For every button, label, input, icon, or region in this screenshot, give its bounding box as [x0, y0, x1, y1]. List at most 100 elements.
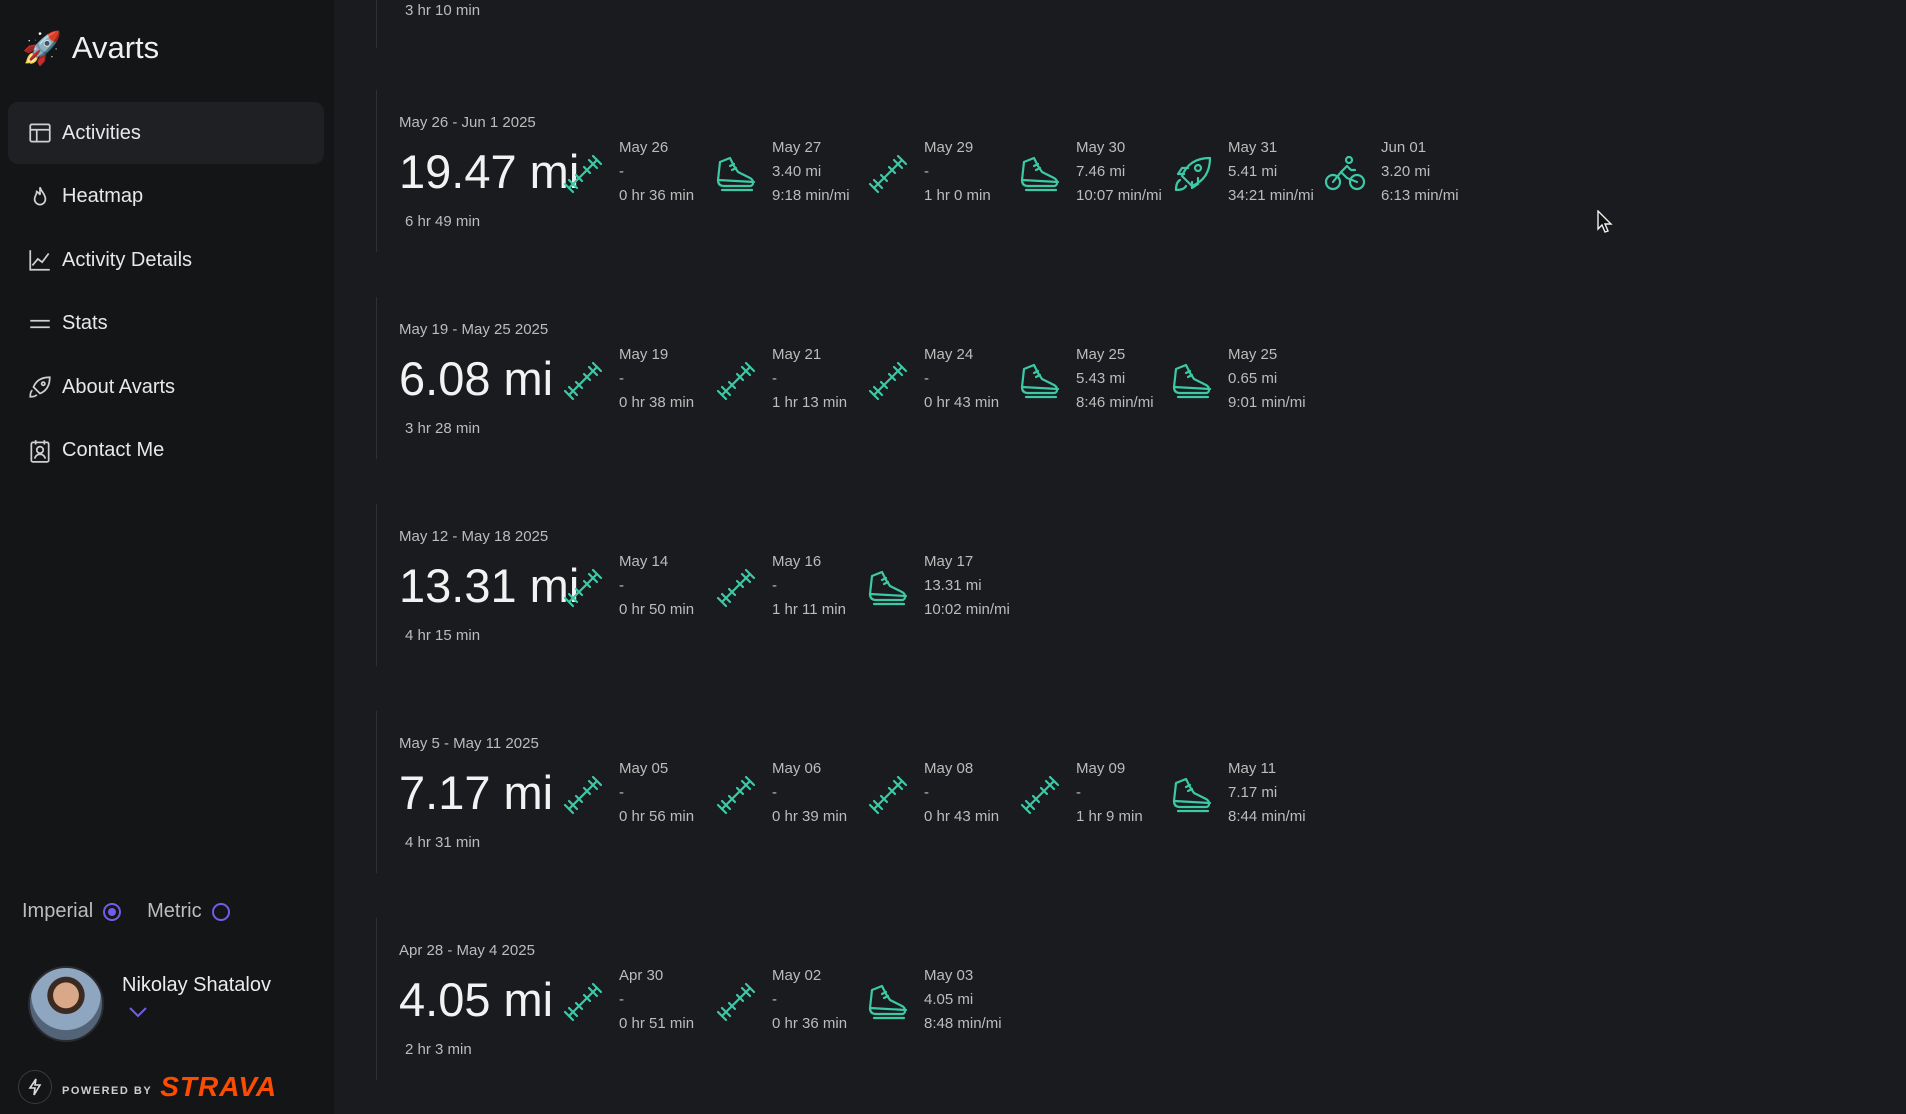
dumbbell-icon	[561, 566, 605, 610]
activity-item[interactable]: May 14 - 0 hr 50 min	[561, 550, 694, 622]
avatar[interactable]	[28, 966, 104, 1042]
activity-item[interactable]: May 24 - 0 hr 43 min	[866, 343, 999, 415]
week-block[interactable]: May 26 - Jun 1 2025 19.47 mi 6 hr 49 min Ma…	[376, 90, 1459, 252]
activity-dist: -	[619, 991, 624, 1008]
week-range: Apr 28 - May 4 2025	[399, 942, 535, 959]
activity-stat: 10:07 min/mi	[1076, 187, 1162, 204]
powered-by-label: POWERED BY	[62, 1085, 153, 1097]
mouse-cursor-icon	[1597, 210, 1613, 233]
activity-stat: 6:13 min/mi	[1381, 187, 1459, 204]
week-block[interactable]: May 12 - May 18 2025 13.31 mi 4 hr 15 min M…	[376, 504, 1010, 666]
week-distance: 7.17 mi	[399, 766, 554, 819]
activity-date: May 24	[924, 346, 974, 363]
activity-date: May 03	[924, 967, 974, 984]
activity-stat: 9:18 min/mi	[772, 187, 850, 204]
activity-item[interactable]: May 09 - 1 hr 9 min	[1018, 757, 1143, 829]
nav-item-about[interactable]: About Avarts	[8, 356, 324, 418]
nav-label: Heatmap	[62, 185, 144, 207]
activity-dist: -	[619, 577, 624, 594]
activity-item[interactable]: May 03 4.05 mi 8:48 min/mi	[866, 964, 1002, 1036]
activity-item[interactable]: Apr 30 - 0 hr 51 min	[561, 964, 694, 1036]
activity-stat: 0 hr 43 min	[924, 394, 1000, 411]
strava-logo: STRAVA	[160, 1071, 278, 1102]
activity-item[interactable]: May 31 5.41 mi 34:21 min/mi	[1170, 136, 1314, 208]
activity-item[interactable]: May 08 - 0 hr 43 min	[866, 757, 999, 829]
activity-item[interactable]: May 25 5.43 mi 8:46 min/mi	[1018, 343, 1154, 415]
week-block[interactable]: May 5 - May 11 2025 7.17 mi 4 hr 31 min May…	[376, 711, 1306, 873]
week-distance: 4.05 mi	[399, 973, 554, 1026]
activity-item[interactable]: May 30 7.46 mi 10:07 min/mi	[1018, 136, 1162, 208]
nav-item-activity-details[interactable]: Activity Details	[8, 229, 324, 291]
week-time: 4 hr 31 min	[405, 834, 481, 851]
activity-date: May 09	[1076, 760, 1126, 777]
activity-date: Jun 01	[1381, 139, 1427, 156]
activity-item[interactable]: May 05 - 0 hr 56 min	[561, 757, 694, 829]
dumbbell-icon	[714, 359, 758, 403]
dumbbell-icon	[561, 359, 605, 403]
nav-item-activities[interactable]: Activities	[8, 102, 324, 164]
activity-dist: 7.46 mi	[1076, 163, 1126, 180]
activity-dist: 4.05 mi	[924, 991, 974, 1008]
activity-date: May 26	[619, 139, 669, 156]
contact-card-icon	[26, 437, 54, 465]
activity-dist: -	[619, 163, 624, 180]
chevron-down-icon[interactable]	[128, 1005, 148, 1018]
activity-stat: 0 hr 39 min	[772, 808, 848, 825]
nav-item-heatmap[interactable]: Heatmap	[8, 166, 324, 228]
user-profile[interactable]: Nikolay Shatalov	[28, 966, 271, 1042]
nav-label: Activity Details	[62, 248, 193, 271]
activity-stat: 10:02 min/mi	[924, 601, 1010, 618]
activity-dist: 7.17 mi	[1228, 784, 1278, 801]
activity-dist: -	[924, 370, 929, 387]
imperial-radio[interactable]	[103, 902, 122, 921]
activity-item[interactable]: May 19 - 0 hr 38 min	[561, 343, 694, 415]
activity-item[interactable]: May 11 7.17 mi 8:44 min/mi	[1170, 757, 1306, 829]
activity-dist: 0.65 mi	[1228, 370, 1278, 387]
activity-date: May 30	[1076, 139, 1126, 156]
activity-stat: 0 hr 38 min	[619, 394, 695, 411]
activity-stat: 0 hr 36 min	[619, 187, 695, 204]
nav-label: Contact Me	[62, 439, 165, 461]
activity-item[interactable]: May 27 3.40 mi 9:18 min/mi	[714, 136, 850, 208]
activity-item[interactable]: May 21 - 1 hr 13 min	[714, 343, 847, 415]
metric-label: Metric	[147, 900, 202, 922]
dumbbell-icon	[866, 152, 910, 196]
activity-item[interactable]: May 26 - 0 hr 36 min	[561, 136, 694, 208]
dumbbell-icon	[714, 566, 758, 610]
activity-item[interactable]: May 06 - 0 hr 39 min	[714, 757, 847, 829]
running-shoe-icon	[1018, 152, 1062, 196]
flame-icon	[26, 183, 54, 211]
week-partial: 3 hr 10 min	[376, 0, 480, 48]
sidebar: 🚀 Avarts Activities Heatmap Activity Det…	[0, 0, 334, 1114]
activity-stat: 0 hr 51 min	[619, 1015, 695, 1032]
activity-item[interactable]: May 17 13.31 mi 10:02 min/mi	[866, 550, 1010, 622]
activity-item[interactable]: May 16 - 1 hr 11 min	[714, 550, 846, 622]
activity-item[interactable]: Jun 01 3.20 mi 6:13 min/mi	[1323, 136, 1459, 208]
bicycle-icon	[1323, 152, 1367, 196]
nav-menu: Activities Heatmap Activity Details Stat…	[8, 102, 324, 483]
activity-dist: 5.41 mi	[1228, 163, 1278, 180]
nav-label: Activities	[62, 121, 141, 144]
metric-radio[interactable]	[211, 902, 230, 921]
nav-item-contact[interactable]: Contact Me	[8, 420, 324, 482]
week-block[interactable]: May 19 - May 25 2025 6.08 mi 3 hr 28 min Ma…	[376, 297, 1306, 459]
activity-item[interactable]: May 25 0.65 mi 9:01 min/mi	[1170, 343, 1306, 415]
activity-item[interactable]: May 02 - 0 hr 36 min	[714, 964, 847, 1036]
activity-stat: 0 hr 43 min	[924, 808, 1000, 825]
activity-stat: 1 hr 11 min	[772, 601, 846, 618]
lightning-bolt-icon[interactable]	[18, 1070, 52, 1104]
activity-dist: -	[619, 784, 624, 801]
nav-item-stats[interactable]: Stats	[8, 293, 324, 355]
running-shoe-icon	[866, 566, 910, 610]
activity-date: May 14	[619, 553, 669, 570]
dumbbell-icon	[714, 773, 758, 817]
activities-main: 3 hr 10 min May 26 - Jun 1 2025 19.47 mi 6…	[334, 0, 1906, 1114]
week-block[interactable]: Apr 28 - May 4 2025 4.05 mi 2 hr 3 min Apr …	[376, 918, 1002, 1080]
activity-stat: 0 hr 36 min	[772, 1015, 848, 1032]
activity-item[interactable]: May 29 - 1 hr 0 min	[866, 136, 991, 208]
rocket-icon	[26, 373, 54, 401]
running-shoe-icon	[1170, 773, 1214, 817]
activity-date: May 05	[619, 760, 669, 777]
dumbbell-icon	[561, 980, 605, 1024]
brand[interactable]: 🚀 Avarts	[22, 30, 159, 66]
